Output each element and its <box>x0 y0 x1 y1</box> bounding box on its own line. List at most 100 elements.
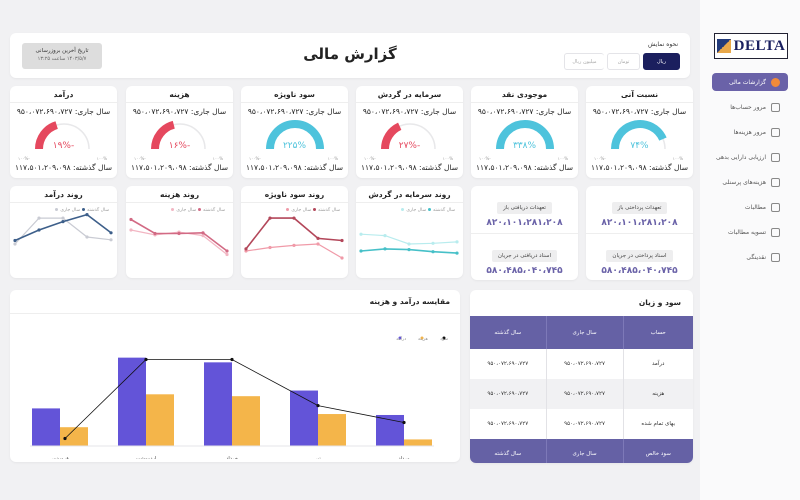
trend-point <box>109 231 113 235</box>
legend-item[interactable]: سال جاری <box>53 208 80 213</box>
legend-label: سود <box>440 337 448 342</box>
last-update-badge: تاریخ آخرین بروزرسانی ۱۴۰۳/۵/۷ ساعت ۱۳:۲۵ <box>22 43 102 69</box>
trend-point <box>431 250 435 254</box>
trend-point <box>225 249 229 253</box>
sidebar-item-label: گزارشات مالی <box>728 78 766 86</box>
kpi-previous-year: سال گذشته: ۱۱۷،۵۰۱،۲۰۹،۰۹۸ <box>476 163 573 172</box>
profit-point <box>63 436 67 441</box>
legend-item[interactable]: سال گذشته <box>426 208 455 213</box>
trend-card: روند سرمایه در گردش سال گذشته سال جاری <box>356 186 463 278</box>
sidebar-item[interactable]: مرور حساب‌ها <box>712 98 788 116</box>
legend-item[interactable]: سال گذشته <box>311 208 340 213</box>
kpi-card: سرمایه در گردش سال جاری: ۹۵۰،۰۷۲،۶۹۰،۷۲۷ -… <box>356 86 463 178</box>
sidebar-item[interactable]: هزینه‌های پرسنلی <box>712 173 788 191</box>
sidebar-item[interactable]: ارزیابی دارایی بدهی <box>712 148 788 166</box>
kpi-previous-year: سال گذشته: ۱۱۷،۵۰۱،۲۰۹،۰۹۸ <box>131 163 228 172</box>
gauge <box>35 121 90 150</box>
legend-dot-icon <box>55 208 59 211</box>
footer-current-year: سال جاری <box>545 439 623 463</box>
legend-dot-icon <box>401 208 405 211</box>
commitment-value: ۵۸۰،۴۸۵،۰۴۰،۷۴۵ <box>486 266 563 276</box>
trend-point <box>268 216 272 220</box>
report-icon <box>771 77 780 87</box>
trend-point <box>225 252 229 257</box>
sidebar-item-label: مطالبات <box>744 203 766 211</box>
unit-million-rial-button[interactable]: میلیون ریال <box>564 53 604 70</box>
x-tick-label: اردیبهشت <box>136 456 157 459</box>
trend-legend: سال گذشته سال جاری <box>241 203 348 213</box>
bar-expense <box>146 394 174 446</box>
legend-label: سال گذشته <box>318 208 340 213</box>
legend-dot-icon <box>428 208 432 211</box>
legend-item[interactable]: سال گذشته <box>196 208 225 213</box>
footer-previous-year: سال گذشته <box>470 439 547 463</box>
profit-point <box>402 420 406 425</box>
chart-title: مقایسه درآمد و هزینه <box>10 290 460 314</box>
trend-point <box>85 213 89 217</box>
trend-point <box>85 235 89 239</box>
profit-point <box>144 357 148 362</box>
sidebar-item[interactable]: مطالبات <box>712 198 788 216</box>
sidebar-item[interactable]: تسویه مطالبات <box>712 223 788 241</box>
legend-label: سال گذشته <box>87 208 109 213</box>
commitment-value: ۵۸۰،۴۸۵،۰۴۰،۷۴۵ <box>601 266 678 276</box>
legend-dot-icon <box>286 208 290 211</box>
sidebar-item-label: نقدینگی <box>746 253 766 261</box>
cell-value: ۹۵۰،۰۷۲،۶۹۰،۷۲۷ <box>487 421 529 427</box>
legend-item[interactable]: سال جاری <box>284 208 311 213</box>
cube-logo-icon <box>716 39 731 53</box>
sidebar-item[interactable]: نقدینگی <box>712 248 788 266</box>
settlement-icon <box>771 227 780 237</box>
trend-point <box>61 220 65 224</box>
gauge <box>151 120 206 150</box>
legend-label: سال جاری <box>291 208 312 213</box>
trend-point <box>359 232 363 236</box>
trend-point <box>407 248 411 252</box>
trend-point <box>316 236 320 240</box>
sidebar: DELTA گزارشات مالی مرور حساب‌ها مرور هزینه… <box>700 0 800 500</box>
last-update-value: ۱۴۰۳/۵/۷ ساعت ۱۳:۲۵ <box>37 56 87 62</box>
receivables-icon <box>771 202 780 212</box>
trend-card: روند سود ناویژه سال گذشته سال جاری <box>241 186 348 278</box>
gauge-max: ۱۰۰% <box>96 156 107 161</box>
unit-toman-button[interactable]: تومان <box>607 53 640 70</box>
header: نحوه نمایش ریال تومان میلیون ریال گزارش … <box>10 33 690 78</box>
trend-point <box>61 216 65 220</box>
kpi-card: درآمد سال جاری: ۹۵۰،۰۷۲،۶۹۰،۷۲۷ -۱۹% -۱۰۰% ۱… <box>10 86 117 178</box>
bar-expense <box>232 396 260 446</box>
trend-point <box>109 238 113 242</box>
gauge-min: -۱۰۰% <box>249 156 261 161</box>
kpi-current-year: سال جاری: ۹۵۰،۰۷۲،۶۹۰،۷۲۷ <box>132 107 227 116</box>
legend-item[interactable]: سال گذشته <box>80 208 109 213</box>
legend-dot-icon <box>442 336 446 340</box>
trend-chart <box>13 213 113 246</box>
gauge-percent: -۱۶% <box>168 141 191 151</box>
trend-point <box>201 234 205 238</box>
legend-label: سال جاری <box>406 208 427 213</box>
trend-point <box>407 242 411 246</box>
accounts-icon <box>771 102 780 112</box>
legend-dot-icon <box>420 336 424 340</box>
sidebar-item[interactable]: گزارشات مالی <box>712 73 788 91</box>
gauge <box>266 120 324 150</box>
gauge-max: ۱۰۰% <box>327 156 338 161</box>
legend-item[interactable]: سال جاری <box>399 208 426 213</box>
commitment-label: تعهدات دریافتی باز <box>497 202 552 214</box>
legend-item[interactable]: سال جاری <box>169 208 196 213</box>
cell-account: هزینه <box>622 379 693 409</box>
kpi-title: نسبت آنی <box>586 86 693 103</box>
logo[interactable]: DELTA <box>714 33 788 59</box>
gauge-fill <box>496 120 554 150</box>
page-title: گزارش مالی <box>303 45 397 63</box>
trend-point <box>292 243 296 247</box>
trend-point <box>13 242 17 246</box>
unit-rial-button[interactable]: ریال <box>643 53 680 70</box>
gauge-min: -۱۰۰% <box>479 156 491 161</box>
profit-loss-table: حساب سال جاری سال گذشته درآمد ۹۵۰،۰۷۲،۶۹۰… <box>470 316 693 463</box>
bar-income <box>204 362 232 446</box>
cell-value: ۹۵۰،۰۷۲،۶۹۰،۷۲۷ <box>545 379 623 409</box>
trend-card: روند هزینه سال گذشته سال جاری <box>126 186 233 278</box>
footer-net-profit: سود خالص <box>622 439 693 463</box>
kpi-previous-year: سال گذشته: ۱۱۷،۵۰۱،۲۰۹،۰۹۸ <box>246 163 343 172</box>
sidebar-item[interactable]: مرور هزینه‌ها <box>712 123 788 141</box>
